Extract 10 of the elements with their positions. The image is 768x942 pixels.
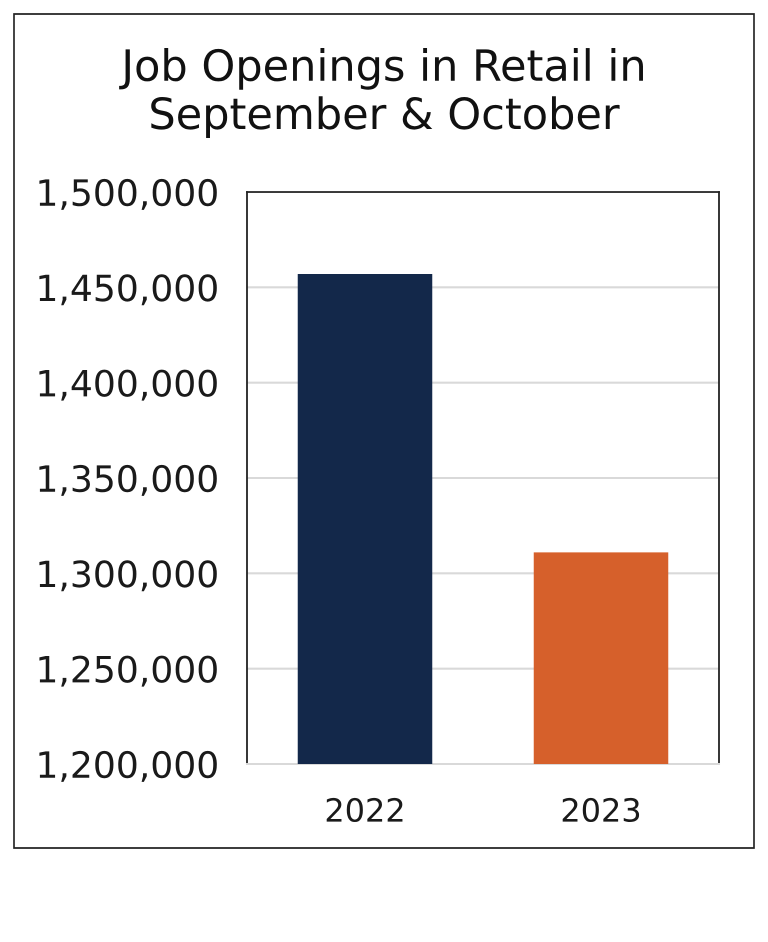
y-tick-label: 1,500,000 bbox=[39, 178, 217, 210]
y-tick-label: 1,200,000 bbox=[39, 750, 217, 782]
x-tick-label: 2023 bbox=[562, 798, 640, 822]
y-tick-label: 1,250,000 bbox=[39, 656, 217, 687]
chart-title: Job Openings in Retail in September & October bbox=[119, 48, 643, 138]
y-tick-label: 1,400,000 bbox=[39, 370, 217, 401]
y-tick-label: 1,300,000 bbox=[39, 560, 217, 592]
x-tick-label: 2022 bbox=[326, 798, 402, 822]
y-tick-label: 1,450,000 bbox=[39, 274, 217, 306]
y-tick-label: 1,350,000 bbox=[39, 464, 217, 496]
